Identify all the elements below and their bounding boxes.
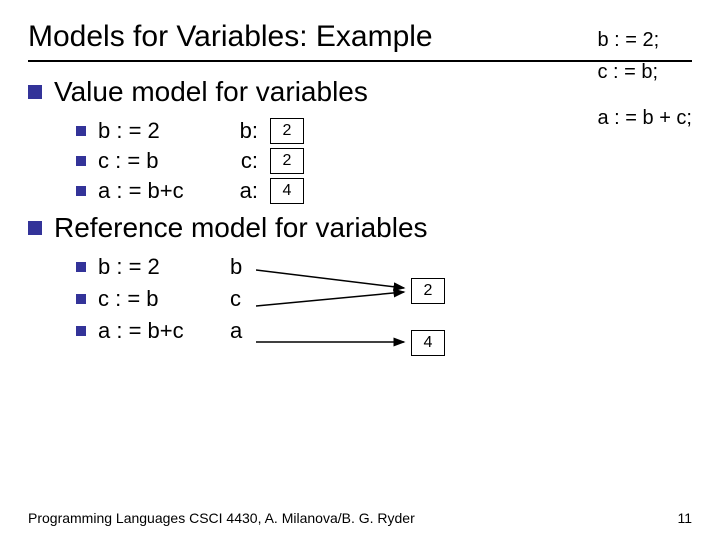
square-bullet-icon [76,126,86,136]
assignment-text: a : = b+c [98,318,218,344]
page-number: 11 [677,510,692,526]
square-bullet-icon [76,326,86,336]
var-label: c: [230,148,258,174]
side-line: c : = b; [597,56,692,88]
value-box: 2 [270,118,304,144]
section-heading: Reference model for variables [54,212,428,244]
assignment-text: c : = b [98,286,218,312]
var-label: a [230,318,248,344]
assignment-text: b : = 2 [98,254,218,280]
list-item: a : = b+c a: 4 [76,178,692,204]
square-bullet-icon [76,294,86,304]
var-label: b: [230,118,258,144]
square-bullet-icon [76,156,86,166]
assignment-text: a : = b+c [98,178,218,204]
square-bullet-icon [28,221,42,235]
var-label: a: [230,178,258,204]
reference-arrows [256,254,476,374]
value-box: 2 [411,278,445,304]
list-item: c : = b c: 2 [76,148,692,174]
slide-footer: Programming Languages CSCI 4430, A. Mila… [28,510,692,526]
footer-text: Programming Languages CSCI 4430, A. Mila… [28,510,415,526]
side-code-block: b : = 2; c : = b; a : = b + c; [597,24,692,134]
square-bullet-icon [76,262,86,272]
slide-title: Models for Variables: Example [28,20,433,54]
reference-model-list: b : = 2 b c : = b c a : = b+c a 2 4 [76,254,692,344]
section-heading-row: Reference model for variables [28,212,692,244]
value-box: 2 [270,148,304,174]
assignment-text: c : = b [98,148,218,174]
value-box: 4 [411,330,445,356]
var-label: b [230,254,248,280]
square-bullet-icon [28,85,42,99]
section-heading: Value model for variables [54,76,368,108]
title-divider [28,60,692,62]
square-bullet-icon [76,186,86,196]
section-heading-row: Value model for variables [28,76,692,108]
side-line: b : = 2; [597,24,692,56]
side-line: a : = b + c; [597,102,692,134]
value-box: 4 [270,178,304,204]
var-label: c [230,286,248,312]
assignment-text: b : = 2 [98,118,218,144]
